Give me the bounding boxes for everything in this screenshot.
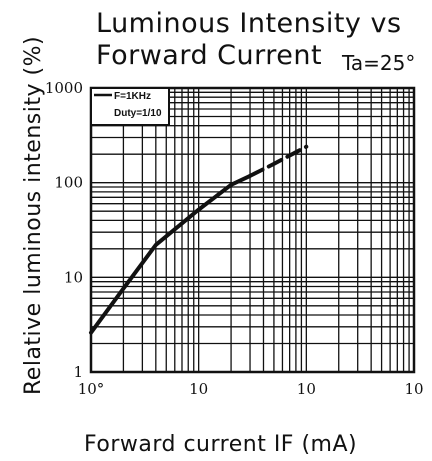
- plot-grid: [91, 88, 414, 372]
- x-tick-labels: 10° 10 10 10: [78, 380, 424, 398]
- y-tick-label: 100: [54, 174, 83, 192]
- y-axis-label: Relative luminous intensity (%): [21, 36, 46, 395]
- chart-title-line1: Luminous Intensity vs: [96, 8, 402, 39]
- x-tick-label: 10: [189, 380, 208, 398]
- curve-dashed-segment: [248, 144, 309, 178]
- x-tick-label: 10°: [78, 380, 105, 398]
- y-tick-label: 1: [73, 363, 83, 381]
- y-tick-label: 10: [64, 268, 83, 286]
- x-tick-label: 10: [297, 380, 316, 398]
- legend-line-1: F=1KHz: [114, 91, 151, 102]
- curve-solid-segment: [89, 173, 252, 335]
- y-tick-label: 1000: [45, 79, 83, 97]
- x-tick-label: 10: [404, 380, 423, 398]
- legend: F=1KHz Duty=1/10: [90, 87, 170, 126]
- legend-line-2: Duty=1/10: [114, 108, 162, 119]
- ambient-temperature-note: Ta=25°: [341, 51, 415, 75]
- x-axis-label: Forward current IF (mA): [84, 432, 357, 457]
- chart-title-line2: Forward Current: [96, 40, 322, 71]
- y-tick-labels: 1 10 100 1000: [45, 79, 83, 381]
- series-layer: [89, 144, 309, 335]
- plot-frame: [89, 86, 416, 374]
